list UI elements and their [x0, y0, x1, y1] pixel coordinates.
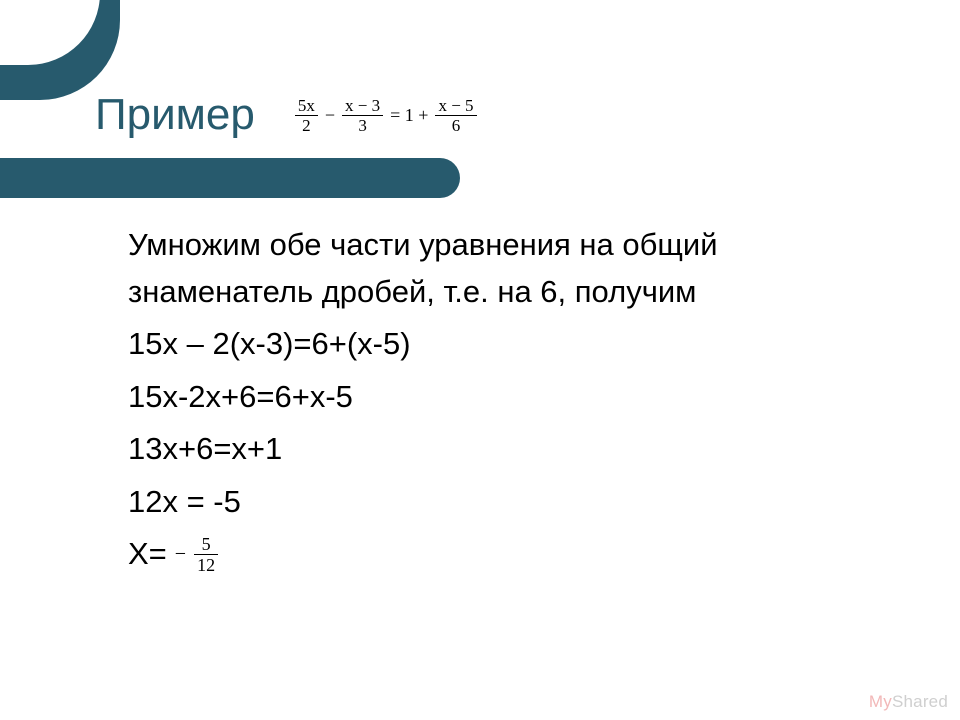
frac-numerator: 5x: [295, 96, 318, 115]
solution-sign: −: [175, 539, 186, 569]
watermark-my: My: [869, 692, 892, 711]
step-line: 13x+6=x+1: [128, 426, 900, 473]
frac-denominator: 12: [194, 555, 218, 575]
step-line: 15x – 2(x-3)=6+(x-5): [128, 321, 900, 368]
frac-numerator: x − 3: [342, 96, 383, 115]
solution-line: X= − 5 12: [128, 531, 900, 578]
title-underline-bar: [0, 158, 460, 198]
frac-denominator: 3: [355, 116, 370, 135]
frac-denominator: 6: [449, 116, 464, 135]
title-eq-frac-2: x − 3 3: [342, 96, 383, 135]
corner-decoration: [0, 0, 120, 100]
title-equation: 5x 2 − x − 3 3 = 1 + x − 5 6: [295, 96, 477, 135]
step-line: 15x-2x+6=6+x-5: [128, 374, 900, 421]
watermark-shared: Shared: [892, 692, 948, 711]
frac-numerator: 5: [199, 534, 214, 554]
title-eq-frac-3: x − 5 6: [435, 96, 476, 135]
slide-title: Пример: [95, 90, 255, 140]
watermark: MyShared: [869, 692, 948, 712]
title-row: Пример 5x 2 − x − 3 3 = 1 + x − 5 6: [95, 90, 477, 140]
solution-fraction: 5 12: [194, 534, 218, 575]
frac-numerator: x − 5: [435, 96, 476, 115]
slide: Пример 5x 2 − x − 3 3 = 1 + x − 5 6 Умно…: [0, 0, 960, 720]
body-intro: Умножим обе части уравнения на общий зна…: [128, 222, 900, 315]
slide-body: Умножим обе части уравнения на общий зна…: [128, 222, 900, 584]
operator-minus: −: [321, 105, 339, 126]
step-line: 12x = -5: [128, 479, 900, 526]
operator-equals-plus: = 1 +: [386, 105, 432, 126]
frac-denominator: 2: [299, 116, 314, 135]
solution-prefix: X=: [128, 531, 167, 578]
title-eq-frac-1: 5x 2: [295, 96, 318, 135]
corner-decoration-inner: [0, 0, 100, 65]
